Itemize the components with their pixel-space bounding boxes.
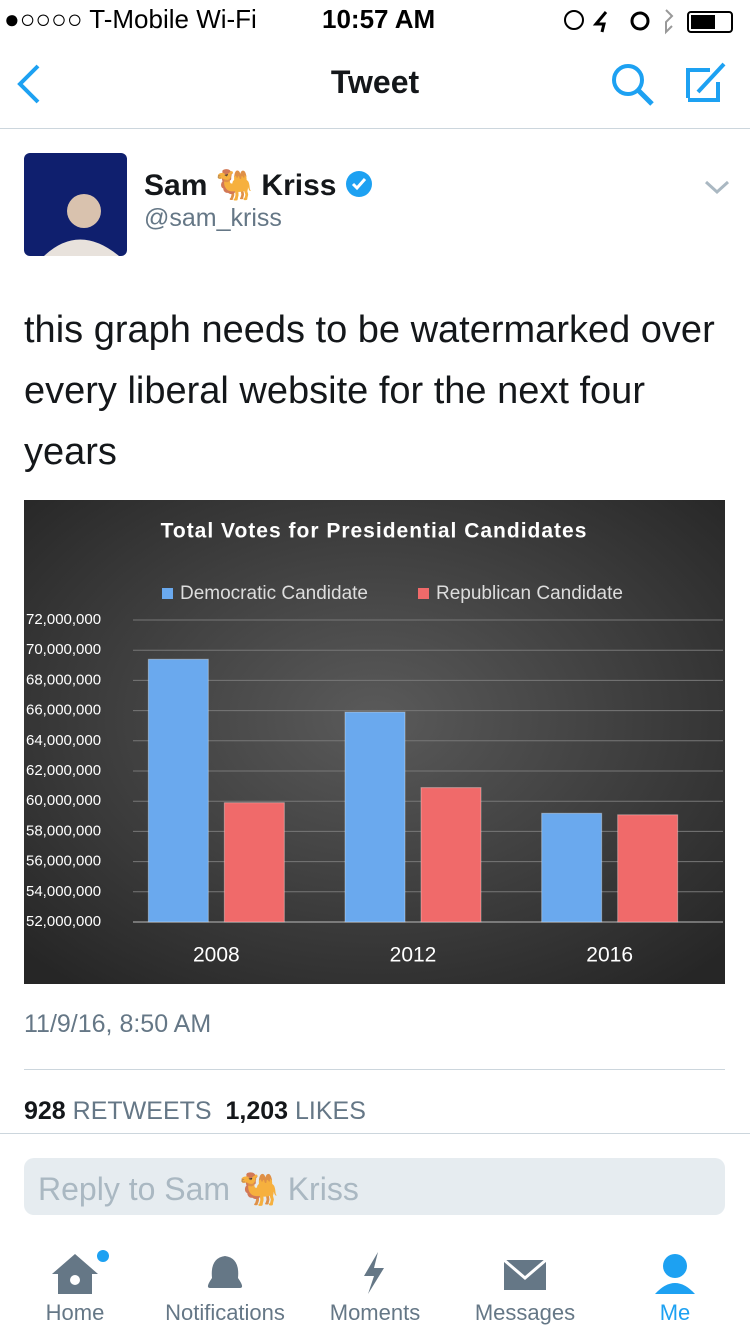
name-emoji: 🐫 — [215, 169, 254, 202]
status-icons — [564, 9, 733, 35]
divider — [0, 128, 750, 129]
x-tick-label: 2012 — [390, 944, 437, 967]
x-tick-label: 2008 — [193, 944, 240, 967]
y-tick-label: 52,000,000 — [26, 913, 101, 930]
name-first: Sam — [144, 169, 208, 202]
divider — [0, 1133, 750, 1134]
like-label[interactable]: LIKES — [295, 1097, 366, 1125]
y-tick-label: 56,000,000 — [26, 853, 101, 870]
tab-label[interactable]: Home — [45, 1300, 105, 1325]
display-name: Sam 🐫 Kriss — [144, 168, 373, 203]
x-tick-label: 2016 — [586, 944, 633, 967]
avatar[interactable] — [24, 153, 127, 256]
bar — [223, 802, 285, 923]
legend-label: Republican Candidate — [436, 583, 623, 604]
chart-title: Total Votes for Presidential Candidates — [161, 520, 588, 543]
bar — [420, 787, 482, 923]
stats: 928 RETWEETS 1,203 LIKES — [24, 1097, 366, 1126]
compose-button[interactable] — [684, 60, 730, 106]
y-tick-label: 72,000,000 — [26, 611, 101, 628]
tab-label[interactable]: Me — [659, 1300, 691, 1325]
tab-label[interactable]: Moments — [329, 1300, 421, 1325]
verified-badge — [345, 171, 372, 197]
y-tick-label: 64,000,000 — [26, 732, 101, 749]
legend-swatch — [162, 588, 173, 599]
y-tick-label: 70,000,000 — [26, 641, 101, 658]
handle: @sam_kriss — [144, 204, 282, 232]
carrier: ●○○○○ T-Mobile Wi-Fi — [4, 4, 257, 34]
retweet-count: 928 — [24, 1097, 66, 1125]
retweet-label[interactable]: RETWEETS — [72, 1097, 212, 1125]
y-tick-label: 62,000,000 — [26, 762, 101, 779]
tab-label[interactable]: Messages — [474, 1300, 576, 1325]
tweet-text: this graph needs to be watermarked over … — [24, 309, 715, 473]
y-tick-label: 54,000,000 — [26, 883, 101, 900]
y-tick-label: 60,000,000 — [26, 792, 101, 809]
y-tick-label: 66,000,000 — [26, 702, 101, 719]
search-button[interactable] — [610, 62, 656, 108]
bar — [344, 711, 406, 923]
y-tick-label: 68,000,000 — [26, 671, 101, 688]
back-button[interactable] — [14, 62, 44, 106]
y-tick-label: 58,000,000 — [26, 822, 101, 839]
bar — [541, 812, 603, 923]
timestamp: 11/9/16, 8:50 AM — [24, 1010, 212, 1038]
tweet-menu[interactable] — [704, 178, 730, 196]
chart: Total Votes for Presidential Candidates … — [24, 500, 725, 984]
tab-icons — [52, 1250, 695, 1294]
bar — [147, 658, 209, 923]
legend-swatch — [418, 588, 429, 599]
clock: 10:57 AM — [322, 4, 436, 34]
name-last: Kriss — [261, 169, 337, 202]
bar — [617, 814, 679, 923]
legend-label: Democratic Candidate — [180, 583, 368, 604]
reply-box[interactable]: Reply to Sam 🐫 Kriss — [24, 1158, 725, 1215]
nav-title: Tweet — [330, 64, 420, 100]
tab-label[interactable]: Notifications — [165, 1300, 285, 1325]
divider — [24, 1069, 725, 1070]
like-count: 1,203 — [225, 1097, 289, 1125]
